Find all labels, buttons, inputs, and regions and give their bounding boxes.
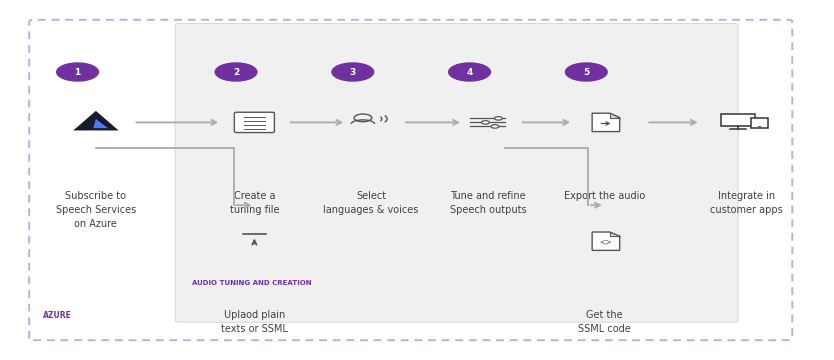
Polygon shape — [73, 111, 118, 130]
Text: AZURE: AZURE — [43, 311, 73, 320]
Circle shape — [565, 63, 607, 81]
Text: Tune and refine
Speech outputs: Tune and refine Speech outputs — [450, 191, 526, 215]
Text: 2: 2 — [233, 68, 239, 77]
Text: Uplaod plain
texts or SSML: Uplaod plain texts or SSML — [221, 310, 288, 334]
FancyBboxPatch shape — [234, 112, 274, 132]
Polygon shape — [610, 232, 620, 236]
Circle shape — [495, 117, 502, 120]
FancyBboxPatch shape — [175, 23, 738, 322]
Text: 3: 3 — [349, 68, 356, 77]
Text: <>: <> — [600, 237, 612, 246]
Circle shape — [449, 63, 490, 81]
FancyBboxPatch shape — [721, 114, 756, 126]
Text: Get the
SSML code: Get the SSML code — [578, 310, 631, 334]
Circle shape — [332, 63, 374, 81]
Circle shape — [757, 126, 761, 128]
Circle shape — [491, 125, 499, 128]
Text: 1: 1 — [74, 68, 81, 77]
Text: 5: 5 — [583, 68, 590, 77]
Text: Create a
tuning file: Create a tuning file — [229, 191, 279, 215]
Circle shape — [481, 121, 490, 124]
Circle shape — [215, 63, 257, 81]
Polygon shape — [592, 113, 620, 132]
Text: Subscribe to
Speech Services
on Azure: Subscribe to Speech Services on Azure — [56, 191, 136, 229]
Text: Integrate in
customer apps: Integrate in customer apps — [710, 191, 783, 215]
Polygon shape — [93, 119, 108, 128]
Text: Export the audio: Export the audio — [564, 191, 646, 201]
Text: 4: 4 — [466, 68, 473, 77]
Polygon shape — [592, 232, 620, 251]
Polygon shape — [610, 113, 620, 118]
Text: AUDIO TUNING AND CREATION: AUDIO TUNING AND CREATION — [192, 280, 311, 286]
Text: Select
languages & voices: Select languages & voices — [324, 191, 419, 215]
Circle shape — [57, 63, 98, 81]
FancyBboxPatch shape — [751, 118, 767, 129]
FancyBboxPatch shape — [29, 20, 792, 340]
